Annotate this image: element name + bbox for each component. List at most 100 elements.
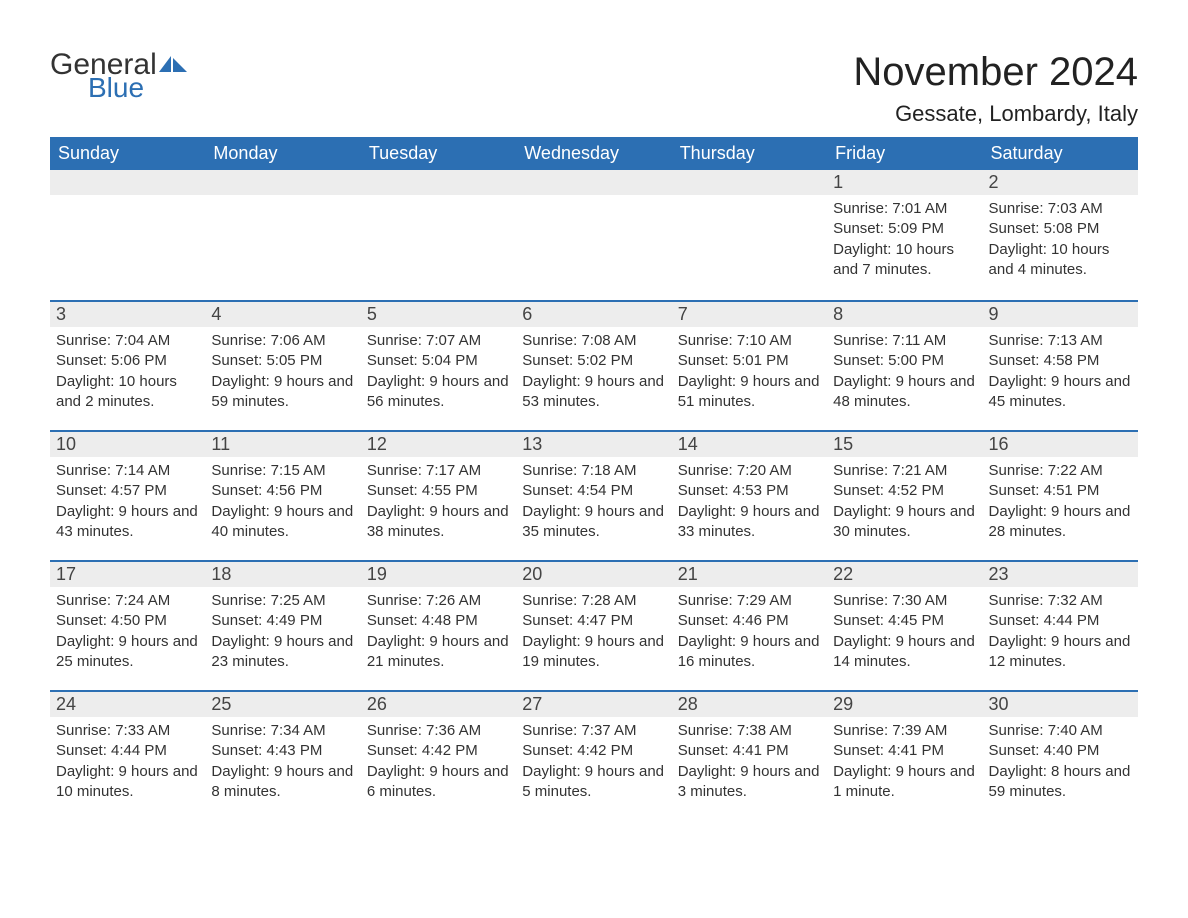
calendar-cell: 10Sunrise: 7:14 AMSunset: 4:57 PMDayligh… [50,430,205,560]
calendar-cell: 30Sunrise: 7:40 AMSunset: 4:40 PMDayligh… [983,690,1138,820]
calendar-cell: 11Sunrise: 7:15 AMSunset: 4:56 PMDayligh… [205,430,360,560]
calendar-cell: 21 Sunrise: 7:29 AMSunset: 4:46 PMDayligh… [672,560,827,690]
calendar-cell: 12Sunrise: 7:17 AMSunset: 4:55 PMDayligh… [361,430,516,560]
day-details: Sunrise: 7:14 AMSunset: 4:57 PMDaylight:… [50,457,205,550]
sunset-line: Sunset: 4:51 PM [989,481,1132,501]
sunset-line: Sunset: 4:41 PM [678,741,821,761]
calendar-cell: 25Sunrise: 7:34 AMSunset: 4:43 PMDayligh… [205,690,360,820]
day-number: 22 [827,560,982,587]
sunset-line: Sunset: 4:45 PM [833,611,976,631]
sunrise-line: Sunrise: 7:07 AM [367,331,510,351]
sunset-line: Sunset: 5:05 PM [211,351,354,371]
day-details: Sunrise: 7:18 AMSunset: 4:54 PMDaylight:… [516,457,671,550]
calendar-cell: 4Sunrise: 7:06 AMSunset: 5:05 PMDaylight… [205,300,360,430]
day-number: 14 [672,430,827,457]
sunrise-line: Sunrise: 7:29 AM [678,591,821,611]
day-details: Sunrise: 7:08 AMSunset: 5:02 PMDaylight:… [516,327,671,420]
day-details: Sunrise: 7:32 AMSunset: 4:44 PMDaylight:… [983,587,1138,680]
sunset-line: Sunset: 4:42 PM [522,741,665,761]
calendar-cell: 23Sunrise: 7:32 AMSunset: 4:44 PMDayligh… [983,560,1138,690]
daylight-line: Daylight: 9 hours and 28 minutes. [989,502,1132,543]
day-number: 21 [672,560,827,587]
calendar-cell [50,170,205,300]
day-details: Sunrise: 7:17 AMSunset: 4:55 PMDaylight:… [361,457,516,550]
daylight-line: Daylight: 9 hours and 38 minutes. [367,502,510,543]
calendar-cell: 24Sunrise: 7:33 AMSunset: 4:44 PMDayligh… [50,690,205,820]
sunset-line: Sunset: 4:54 PM [522,481,665,501]
sunrise-line: Sunrise: 7:11 AM [833,331,976,351]
day-details: Sunrise: 7:30 AMSunset: 4:45 PMDaylight:… [827,587,982,680]
day-number: 7 [672,300,827,327]
daylight-line: Daylight: 9 hours and 10 minutes. [56,762,199,803]
daylight-line: Daylight: 9 hours and 16 minutes. [678,632,821,673]
daylight-line: Daylight: 9 hours and 48 minutes. [833,372,976,413]
sunrise-line: Sunrise: 7:36 AM [367,721,510,741]
calendar-cell: 17Sunrise: 7:24 AMSunset: 4:50 PMDayligh… [50,560,205,690]
day-number: 18 [205,560,360,587]
calendar-cell [516,170,671,300]
day-details: Sunrise: 7:22 AMSunset: 4:51 PMDaylight:… [983,457,1138,550]
daylight-line: Daylight: 9 hours and 23 minutes. [211,632,354,673]
calendar-cell: 5Sunrise: 7:07 AMSunset: 5:04 PMDaylight… [361,300,516,430]
calendar-cell: 22Sunrise: 7:30 AMSunset: 4:45 PMDayligh… [827,560,982,690]
day-details: Sunrise: 7:20 AMSunset: 4:53 PMDaylight:… [672,457,827,550]
sunrise-line: Sunrise: 7:21 AM [833,461,976,481]
day-number: 15 [827,430,982,457]
daylight-line: Daylight: 10 hours and 7 minutes. [833,240,976,281]
sunset-line: Sunset: 4:48 PM [367,611,510,631]
day-header: Tuesday [361,137,516,170]
sunrise-line: Sunrise: 7:39 AM [833,721,976,741]
daylight-line: Daylight: 9 hours and 5 minutes. [522,762,665,803]
day-number: 3 [50,300,205,327]
day-details: Sunrise: 7:01 AMSunset: 5:09 PMDaylight:… [827,195,982,288]
daylight-line: Daylight: 9 hours and 56 minutes. [367,372,510,413]
day-details: Sunrise: 7:28 AMSunset: 4:47 PMDaylight:… [516,587,671,680]
day-details: Sunrise: 7:15 AMSunset: 4:56 PMDaylight:… [205,457,360,550]
daylight-line: Daylight: 10 hours and 4 minutes. [989,240,1132,281]
daylight-line: Daylight: 9 hours and 1 minute. [833,762,976,803]
sunrise-line: Sunrise: 7:17 AM [367,461,510,481]
daylight-line: Daylight: 9 hours and 40 minutes. [211,502,354,543]
daylight-line: Daylight: 9 hours and 21 minutes. [367,632,510,673]
daylight-line: Daylight: 9 hours and 12 minutes. [989,632,1132,673]
calendar-cell: 7Sunrise: 7:10 AMSunset: 5:01 PMDaylight… [672,300,827,430]
sunset-line: Sunset: 4:52 PM [833,481,976,501]
calendar-cell: 1Sunrise: 7:01 AMSunset: 5:09 PMDaylight… [827,170,982,300]
calendar-cell: 18Sunrise: 7:25 AMSunset: 4:49 PMDayligh… [205,560,360,690]
calendar-cell: 28Sunrise: 7:38 AMSunset: 4:41 PMDayligh… [672,690,827,820]
day-details: Sunrise: 7:06 AMSunset: 5:05 PMDaylight:… [205,327,360,420]
calendar-cell: 8Sunrise: 7:11 AMSunset: 5:00 PMDaylight… [827,300,982,430]
daylight-line: Daylight: 9 hours and 6 minutes. [367,762,510,803]
daylight-line: Daylight: 8 hours and 59 minutes. [989,762,1132,803]
day-details: Sunrise: 7:25 AMSunset: 4:49 PMDaylight:… [205,587,360,680]
daylight-line: Daylight: 9 hours and 25 minutes. [56,632,199,673]
day-header: Sunday [50,137,205,170]
sunrise-line: Sunrise: 7:15 AM [211,461,354,481]
sunset-line: Sunset: 4:44 PM [989,611,1132,631]
day-header: Friday [827,137,982,170]
title-block: November 2024 Gessate, Lombardy, Italy [853,50,1138,127]
sunset-line: Sunset: 5:04 PM [367,351,510,371]
day-details: Sunrise: 7:36 AMSunset: 4:42 PMDaylight:… [361,717,516,810]
day-number: 1 [827,170,982,195]
calendar-body: 1Sunrise: 7:01 AMSunset: 5:09 PMDaylight… [50,170,1138,820]
sunset-line: Sunset: 4:43 PM [211,741,354,761]
sunrise-line: Sunrise: 7:22 AM [989,461,1132,481]
sunset-line: Sunset: 5:08 PM [989,219,1132,239]
daylight-line: Daylight: 9 hours and 45 minutes. [989,372,1132,413]
calendar-cell: 14Sunrise: 7:20 AMSunset: 4:53 PMDayligh… [672,430,827,560]
sunrise-line: Sunrise: 7:25 AM [211,591,354,611]
day-number: 12 [361,430,516,457]
sunrise-line: Sunrise: 7:30 AM [833,591,976,611]
sunset-line: Sunset: 4:58 PM [989,351,1132,371]
day-details: Sunrise: 7:24 AMSunset: 4:50 PMDaylight:… [50,587,205,680]
calendar-cell: 20Sunrise: 7:28 AMSunset: 4:47 PMDayligh… [516,560,671,690]
calendar-cell: 9Sunrise: 7:13 AMSunset: 4:58 PMDaylight… [983,300,1138,430]
day-details: Sunrise: 7:10 AMSunset: 5:01 PMDaylight:… [672,327,827,420]
day-number: 26 [361,690,516,717]
sunrise-line: Sunrise: 7:10 AM [678,331,821,351]
day-details: Sunrise: 7:26 AMSunset: 4:48 PMDaylight:… [361,587,516,680]
day-number: 30 [983,690,1138,717]
sunset-line: Sunset: 4:46 PM [678,611,821,631]
calendar-week: 3Sunrise: 7:04 AMSunset: 5:06 PMDaylight… [50,300,1138,430]
